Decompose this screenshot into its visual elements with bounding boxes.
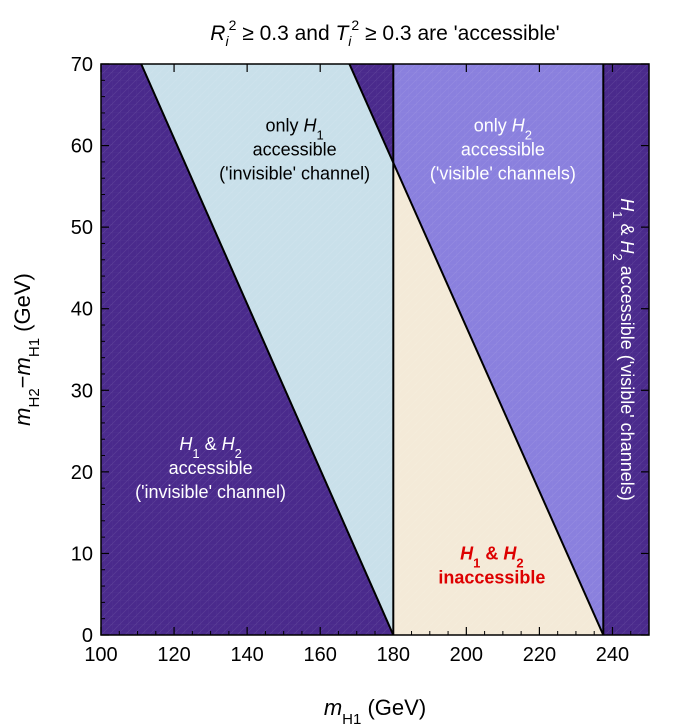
y-axis: 0 10 20 30 40 50 60 70 xyxy=(71,54,649,647)
x-tick-label: 180 xyxy=(377,644,410,666)
annotation-line: accessible xyxy=(253,140,337,160)
y-tick-label: 40 xyxy=(71,299,93,321)
annotation-line: ('visible' channels) xyxy=(430,164,576,184)
y-tick-label: 0 xyxy=(82,625,93,647)
y-tick-label: 10 xyxy=(71,543,93,565)
x-tick-label: 240 xyxy=(596,644,629,666)
annotation-line: H1 & H2 xyxy=(460,544,523,571)
y-tick-label: 70 xyxy=(71,54,93,76)
chart-title: Ri2 ≥ 0.3 and Ti2 ≥ 0.3 are 'accessible' xyxy=(210,17,559,49)
boundary-invisible xyxy=(140,64,395,635)
x-tick-label: 120 xyxy=(157,644,190,666)
x-tick-label: 160 xyxy=(304,644,337,666)
x-axis: 100 120 140 160 180 200 220 240 xyxy=(84,64,650,666)
annotation-line: only H1 xyxy=(265,116,323,143)
x-tick-label: 200 xyxy=(450,644,483,666)
y-tick-label: 30 xyxy=(71,380,93,402)
annotation-line: accessible xyxy=(461,140,545,160)
boundary-visible xyxy=(348,64,605,635)
annotation-line: ('invisible' channel) xyxy=(135,482,286,502)
x-tick-label: 220 xyxy=(523,644,556,666)
y-tick-label: 60 xyxy=(71,136,93,158)
y-label-text: mH2−mH1 (GeV) xyxy=(10,273,43,426)
x-tick-label: 100 xyxy=(84,644,117,666)
x-tick-label: 140 xyxy=(230,644,263,666)
x-axis-label: mH1 (GeV) xyxy=(324,695,426,724)
mesh-overlay xyxy=(101,64,649,635)
x-label-text: mH1 (GeV) xyxy=(324,695,426,724)
annotation-line: ('invisible' channel) xyxy=(219,164,370,184)
annotation-line: only H2 xyxy=(474,116,532,143)
annotation-line: H1 & H2 xyxy=(179,434,241,461)
title-text: Ri2 ≥ 0.3 and Ti2 ≥ 0.3 are 'accessible' xyxy=(210,17,559,49)
y-tick-label: 50 xyxy=(71,217,93,239)
label-h1-h2-visible: H1 & H2 accessible ('visible' channels) xyxy=(611,198,638,500)
annotation-line: inaccessible xyxy=(438,568,545,588)
annotation-line: H1 & H2 accessible ('visible' channels) xyxy=(611,198,638,500)
annotation-line: accessible xyxy=(169,458,253,478)
y-axis-label: mH2−mH1 (GeV) xyxy=(10,273,43,426)
boundaries xyxy=(140,64,605,635)
y-tick-label: 20 xyxy=(71,462,93,484)
